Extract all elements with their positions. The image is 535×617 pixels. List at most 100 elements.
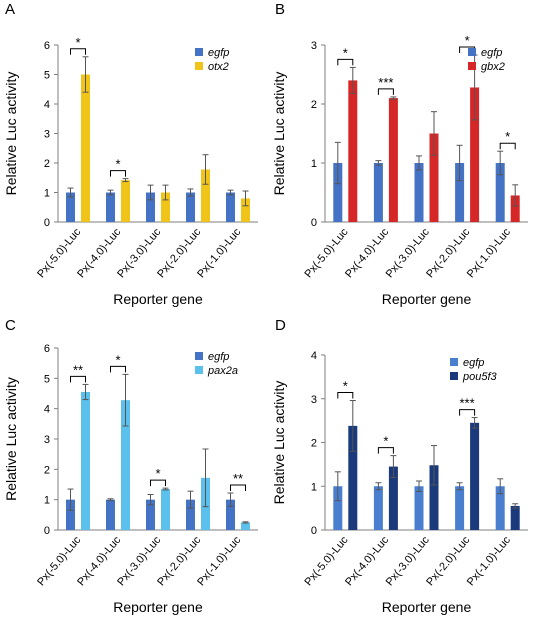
- legend-label: pou5f3: [462, 371, 498, 383]
- significance-marker: *: [465, 33, 470, 48]
- significance-marker: *: [75, 35, 80, 50]
- significance-marker: **: [73, 362, 83, 377]
- bar-pax2a-5: [241, 522, 250, 530]
- y-axis-label: Relative Luc activity: [271, 381, 287, 505]
- x-axis-label: Reporter gene: [382, 291, 472, 307]
- legend-swatch-gbx2: [468, 62, 476, 70]
- panel-label: D: [275, 317, 286, 334]
- legend-swatch-egfp: [195, 352, 203, 360]
- significance-bracket: [377, 447, 394, 454]
- bar-egfp-3: [146, 499, 155, 530]
- significance-marker: *: [383, 434, 388, 449]
- y-tick-label: 0: [311, 217, 317, 229]
- bar-pou5f3-5: [510, 505, 520, 530]
- y-tick-label: 1: [44, 495, 50, 507]
- legend-swatch-egfp: [195, 48, 203, 56]
- y-axis-label: Relative Luc activity: [3, 72, 19, 196]
- bar-gbx2-1: [348, 80, 358, 223]
- y-tick-label: 2: [311, 438, 317, 450]
- bar-pax2a-1: [81, 391, 90, 530]
- bar-egfp-2: [106, 192, 115, 222]
- panel-label: C: [5, 317, 16, 334]
- x-axis-label: Reporter gene: [113, 291, 203, 307]
- significance-marker: *: [155, 466, 160, 481]
- significance-bracket: [499, 142, 516, 150]
- panel-label: B: [275, 1, 285, 18]
- bar-pou5f3-2: [388, 466, 398, 530]
- bar-egfp-4: [455, 486, 465, 530]
- y-tick-label: 3: [311, 394, 317, 406]
- y-tick-label: 0: [44, 217, 50, 229]
- significance-bracket: [110, 170, 126, 177]
- legend-label: gbx2: [481, 61, 505, 73]
- bar-egfp-5: [495, 163, 505, 222]
- bar-egfp-5: [495, 486, 505, 530]
- bar-egfp-1: [66, 192, 75, 222]
- y-tick-label: 5: [44, 373, 50, 385]
- bar-gbx2-4: [470, 87, 480, 222]
- significance-marker: *: [115, 352, 120, 367]
- bar-egfp-3: [414, 486, 424, 530]
- significance-marker: **: [233, 471, 243, 486]
- y-axis-label: Relative Luc activity: [271, 72, 287, 196]
- bar-egfp-4: [186, 499, 195, 530]
- y-tick-label: 1: [311, 481, 317, 493]
- y-tick-label: 3: [44, 129, 50, 141]
- y-tick-label: 3: [311, 40, 317, 52]
- bar-pax2a-2: [121, 400, 130, 530]
- legend-label: egfp: [208, 351, 229, 363]
- y-tick-label: 6: [44, 40, 50, 52]
- bar-otx2-5: [241, 198, 250, 222]
- significance-bracket: [459, 409, 476, 416]
- significance-bracket: [337, 392, 354, 399]
- legend-swatch-pax2a: [195, 366, 203, 374]
- bar-egfp-1: [333, 163, 343, 222]
- bar-otx2-2: [121, 180, 130, 222]
- bar-otx2-4: [201, 169, 210, 222]
- bar-gbx2-3: [429, 133, 439, 222]
- y-tick-label: 0: [44, 525, 50, 537]
- bar-egfp-3: [146, 192, 155, 222]
- panel-label: A: [5, 1, 15, 18]
- significance-marker: *: [343, 45, 348, 60]
- bar-egfp-5: [226, 192, 235, 222]
- bar-pou5f3-3: [429, 465, 439, 530]
- legend-label: pax2a: [207, 365, 238, 377]
- significance-marker: ***: [460, 396, 475, 411]
- bar-egfp-1: [66, 499, 75, 530]
- y-tick-label: 3: [44, 434, 50, 446]
- bar-otx2-3: [161, 192, 170, 222]
- bar-egfp-3: [414, 163, 424, 222]
- legend-label: egfp: [208, 47, 229, 59]
- y-tick-label: 2: [44, 464, 50, 476]
- y-tick-label: 6: [44, 343, 50, 355]
- x-axis-label: Reporter gene: [382, 599, 472, 615]
- y-tick-label: 1: [44, 188, 50, 200]
- bar-gbx2-5: [510, 195, 520, 222]
- significance-bracket: [150, 479, 166, 487]
- y-tick-label: 4: [44, 404, 50, 416]
- bar-pou5f3-4: [470, 422, 480, 530]
- legend-swatch-pou5f3: [450, 372, 458, 380]
- legend-label: otx2: [208, 61, 229, 73]
- y-tick-label: 2: [44, 158, 50, 170]
- significance-bracket: [70, 375, 86, 383]
- legend-swatch-egfp: [468, 48, 476, 56]
- significance-marker: ***: [378, 75, 393, 90]
- legend-swatch-egfp: [450, 358, 458, 366]
- y-tick-label: 4: [311, 350, 317, 362]
- bar-otx2-1: [81, 74, 90, 222]
- bar-pax2a-3: [161, 489, 170, 530]
- x-axis-label: Reporter gene: [113, 599, 203, 615]
- legend-swatch-otx2: [195, 62, 203, 70]
- bar-egfp-4: [455, 163, 465, 222]
- y-axis-label: Relative Luc activity: [3, 377, 19, 501]
- bar-pou5f3-1: [348, 425, 358, 530]
- y-tick-label: 4: [44, 99, 50, 111]
- significance-bracket: [377, 88, 394, 95]
- legend-label: egfp: [481, 47, 502, 59]
